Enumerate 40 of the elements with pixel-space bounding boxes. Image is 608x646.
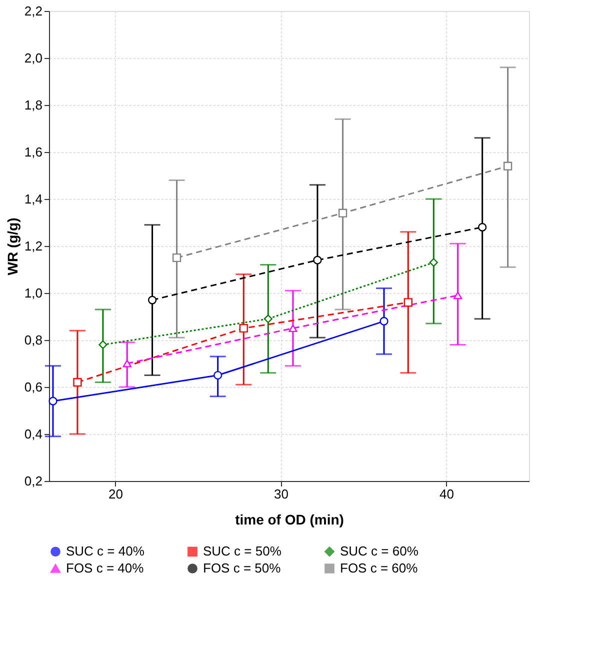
point bbox=[429, 258, 438, 267]
point bbox=[48, 396, 58, 406]
point bbox=[122, 360, 132, 368]
point bbox=[380, 316, 388, 326]
y-axis-title: WR (g/g) bbox=[4, 218, 20, 276]
legend-label: SUC c = 50% bbox=[203, 544, 282, 559]
point bbox=[214, 370, 222, 380]
point bbox=[264, 314, 272, 324]
y-tick-label: 0,4 bbox=[24, 426, 42, 442]
point bbox=[98, 340, 108, 350]
legend-label: FOS c = 60% bbox=[340, 560, 418, 576]
point bbox=[172, 253, 182, 262]
legend-label: SUC c = 40% bbox=[66, 544, 145, 559]
y-tick-label: 1,0 bbox=[24, 286, 42, 300]
y-tick-label: 1,4 bbox=[24, 192, 42, 206]
y-tick-label: 1,6 bbox=[24, 144, 42, 160]
point bbox=[288, 324, 298, 332]
y-tick-label: 1,2 bbox=[24, 238, 42, 254]
y-tick-label: 1,8 bbox=[24, 98, 42, 112]
y-tick-label: 0,8 bbox=[24, 332, 42, 348]
point bbox=[478, 222, 487, 232]
y-tick-label: 0,6 bbox=[24, 380, 42, 394]
point bbox=[454, 292, 462, 300]
y-tick-label: 2,0 bbox=[24, 50, 42, 66]
legend-label: SUC c = 60% bbox=[340, 544, 419, 559]
y-tick-label: 2,2 bbox=[24, 4, 42, 18]
point bbox=[313, 256, 322, 264]
x-axis-title: time of OD (min) bbox=[235, 512, 344, 528]
point bbox=[239, 324, 248, 333]
legend-label: FOS c = 50% bbox=[203, 560, 282, 576]
point bbox=[73, 378, 82, 387]
point bbox=[148, 296, 157, 304]
x-tick-label: 40 bbox=[440, 486, 454, 502]
legend-label: FOS c = 40% bbox=[66, 560, 144, 576]
y-tick-label: 0,2 bbox=[24, 474, 42, 488]
x-tick-label: 20 bbox=[108, 486, 123, 502]
point bbox=[338, 208, 348, 218]
x-tick-label: 30 bbox=[274, 486, 288, 502]
point bbox=[504, 162, 512, 170]
point bbox=[404, 298, 412, 307]
